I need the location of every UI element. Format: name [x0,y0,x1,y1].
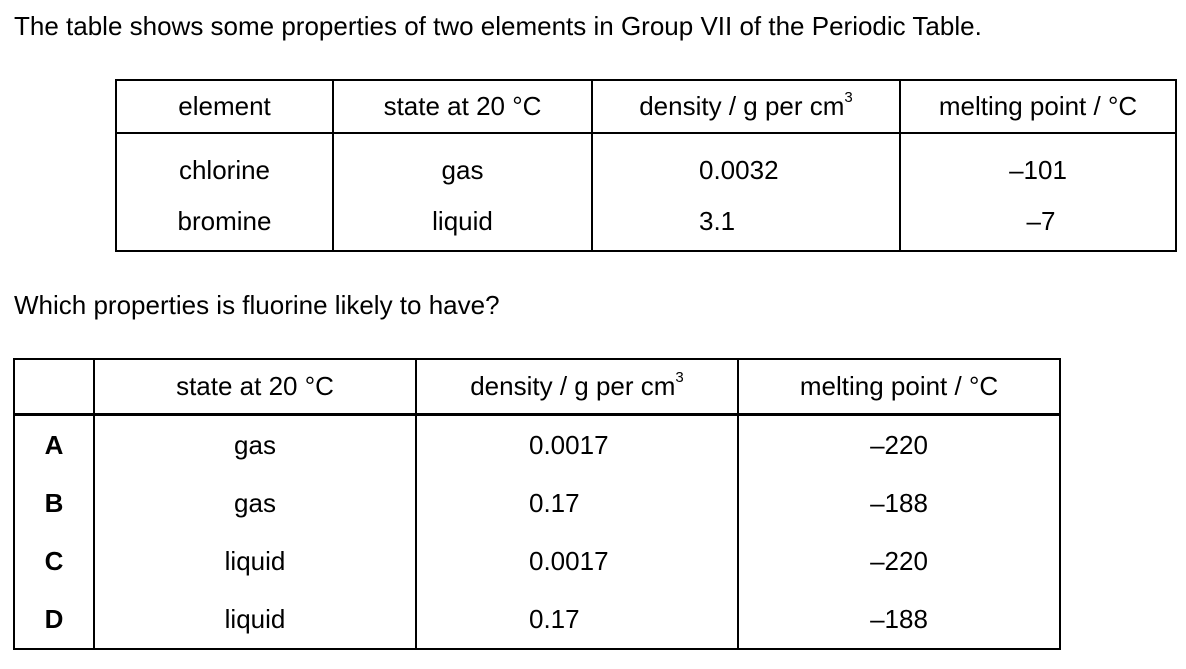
option-melting-point: –188 [737,474,1060,532]
option-melting-point: –220 [737,414,1060,474]
option-letter: B [44,487,64,518]
header-state: state at 20 °C [332,80,592,134]
option-row-c[interactable]: C liquid 0.0017 –220 [14,532,1060,590]
option-melting-point: –188 [737,590,1060,649]
element-state: gas [332,133,592,206]
options-table: state at 20 °C density / g per cm3 melti… [13,358,1061,650]
question-text: Which properties is fluorine likely to h… [14,290,500,320]
element-density: 0.0032 [591,133,900,206]
header-density: density / g per cm3 [591,80,900,134]
element-melting-point: –7 [899,206,1176,251]
element-melting-point: –101 [899,133,1176,206]
header-melting-point: melting point / °C [737,359,1060,416]
header-melting-point: melting point / °C [899,80,1176,134]
table-row: chlorine gas 0.0032 –101 [116,133,1176,206]
element-name: bromine [177,206,272,236]
option-letter: C [44,545,64,576]
option-state: gas [93,414,416,474]
header-element: element [116,80,333,134]
header-density-label: density / g per cm [470,371,676,401]
option-letter: D [44,603,64,634]
option-row-a[interactable]: A gas 0.0017 –220 [14,414,1060,474]
option-state: liquid [93,590,416,649]
properties-header-row: element state at 20 °C density / g per c… [116,80,1176,134]
intro-text: The table shows some properties of two e… [14,11,982,41]
option-letter: A [44,429,64,460]
element-name: chlorine [178,154,271,185]
option-row-b[interactable]: B gas 0.17 –188 [14,474,1060,532]
properties-table: element state at 20 °C density / g per c… [115,79,1177,252]
options-header-row: state at 20 °C density / g per cm3 melti… [14,359,1060,416]
element-density: 3.1 [591,206,900,251]
header-density: density / g per cm3 [415,359,738,416]
header-option-letter [14,359,94,416]
option-density: 0.0017 [415,532,738,590]
option-state: gas [93,474,416,532]
option-density: 0.17 [415,590,738,649]
header-density-label: density / g per cm [639,91,845,121]
table-row: bromine liquid 3.1 –7 [116,206,1176,251]
option-density: 0.0017 [415,414,738,474]
header-density-superscript: 3 [675,369,684,387]
header-state: state at 20 °C [93,359,416,416]
option-state: liquid [93,532,416,590]
option-row-d[interactable]: D liquid 0.17 –188 [14,590,1060,649]
option-density: 0.17 [415,474,738,532]
option-melting-point: –220 [737,532,1060,590]
header-density-superscript: 3 [844,89,853,107]
element-state: liquid [332,206,592,251]
